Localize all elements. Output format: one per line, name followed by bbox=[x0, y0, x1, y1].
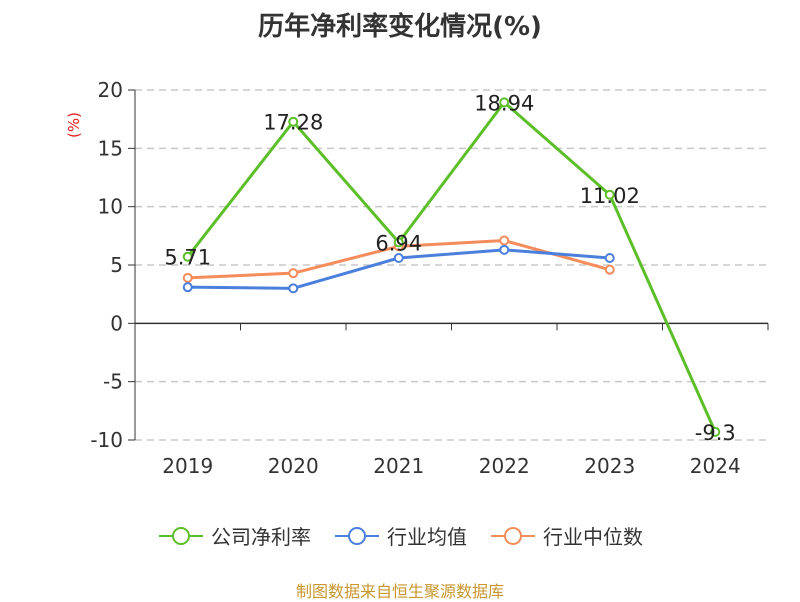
data-point bbox=[393, 253, 404, 263]
data-label: 17.28 bbox=[263, 111, 323, 135]
x-tick-label: 2021 bbox=[373, 454, 424, 478]
data-point bbox=[288, 116, 299, 127]
data-source-note: 制图数据来自恒生聚源数据库 bbox=[295, 582, 504, 601]
chart-title: 历年净利率变化情况(%) bbox=[258, 12, 542, 42]
series-line bbox=[186, 100, 717, 433]
data-point bbox=[604, 253, 615, 263]
data-point bbox=[182, 272, 193, 283]
data-point bbox=[499, 235, 510, 246]
chart-legend[interactable]: 公司净利率 行业均值 行业中位数 bbox=[0, 521, 800, 550]
legend-item-industry-mean[interactable]: 行业均值 bbox=[333, 521, 467, 550]
data-point bbox=[710, 426, 721, 437]
data-point bbox=[393, 237, 404, 248]
data-label: -9.3 bbox=[695, 421, 736, 445]
legend-marker-industry-median bbox=[491, 526, 535, 545]
y-tick-label: -10 bbox=[90, 428, 123, 452]
legend-marker-industry-mean bbox=[335, 526, 379, 545]
legend-label-industry-mean: 行业均值 bbox=[387, 525, 467, 549]
legend-item-company[interactable]: 公司净利率 bbox=[157, 521, 311, 550]
x-tick-label: 2024 bbox=[690, 454, 741, 478]
x-tick-label: 2023 bbox=[584, 454, 635, 478]
data-label: 18.94 bbox=[474, 91, 534, 115]
y-tick-label: 5 bbox=[110, 253, 123, 277]
data-label: 5.71 bbox=[164, 246, 211, 270]
y-tick-label: 10 bbox=[98, 195, 123, 219]
legend-label-industry-median: 行业中位数 bbox=[543, 525, 643, 549]
data-point bbox=[288, 268, 299, 279]
x-tick-label: 2019 bbox=[162, 454, 213, 478]
data-point bbox=[604, 264, 615, 275]
y-tick-label: 15 bbox=[98, 136, 123, 160]
data-point bbox=[288, 283, 299, 294]
y-tick-label: 20 bbox=[98, 78, 123, 102]
data-point bbox=[182, 251, 193, 262]
legend-label-company: 公司净利率 bbox=[211, 525, 311, 549]
legend-item-industry-median[interactable]: 行业中位数 bbox=[489, 521, 643, 550]
data-label: 11.02 bbox=[580, 184, 640, 208]
legend-marker-company bbox=[159, 526, 203, 545]
data-point bbox=[499, 97, 510, 108]
y-axis-label: (%) bbox=[65, 112, 83, 138]
x-tick-label: 2022 bbox=[479, 454, 530, 478]
y-tick-label: 0 bbox=[110, 311, 123, 335]
data-point bbox=[604, 189, 615, 200]
data-label: 6.94 bbox=[375, 231, 422, 255]
data-point bbox=[182, 282, 193, 293]
data-point bbox=[499, 244, 510, 255]
y-tick-label: -5 bbox=[103, 370, 123, 394]
x-tick-label: 2020 bbox=[268, 454, 319, 478]
